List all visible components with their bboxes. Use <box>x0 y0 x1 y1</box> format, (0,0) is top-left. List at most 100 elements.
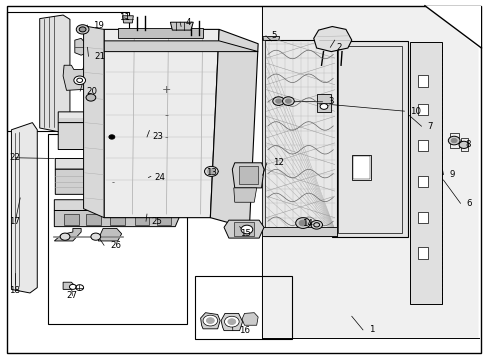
Bar <box>48 134 187 324</box>
Text: 22: 22 <box>9 153 20 162</box>
Text: 9: 9 <box>448 170 454 179</box>
Circle shape <box>91 233 101 240</box>
Polygon shape <box>170 22 193 30</box>
Text: 10: 10 <box>409 107 421 116</box>
Circle shape <box>69 284 76 289</box>
Polygon shape <box>232 163 264 188</box>
Polygon shape <box>233 188 256 202</box>
Polygon shape <box>40 15 70 133</box>
Circle shape <box>207 168 215 174</box>
Text: 27: 27 <box>66 291 78 300</box>
Polygon shape <box>261 40 264 235</box>
Circle shape <box>447 136 459 145</box>
Bar <box>86 214 101 225</box>
Polygon shape <box>11 123 37 293</box>
Bar <box>417 140 427 151</box>
Text: 25: 25 <box>152 217 163 226</box>
Text: 17: 17 <box>9 217 20 226</box>
Text: 1: 1 <box>368 325 374 334</box>
Text: 15: 15 <box>239 229 250 238</box>
Circle shape <box>206 318 214 323</box>
Polygon shape <box>200 313 220 329</box>
Text: 12: 12 <box>272 158 283 167</box>
Circle shape <box>86 94 96 101</box>
Circle shape <box>320 104 327 109</box>
Text: 5: 5 <box>271 31 277 40</box>
Polygon shape <box>58 123 161 149</box>
Polygon shape <box>83 26 104 218</box>
Polygon shape <box>313 27 351 51</box>
Text: 14: 14 <box>302 219 312 228</box>
Text: 6: 6 <box>466 199 471 208</box>
Text: 20: 20 <box>86 86 97 95</box>
Bar <box>135 214 149 225</box>
Bar <box>449 134 458 148</box>
Circle shape <box>224 316 239 327</box>
Text: +: + <box>162 85 171 95</box>
Text: 7: 7 <box>427 122 432 131</box>
Text: 4: 4 <box>185 18 191 27</box>
Text: 23: 23 <box>153 132 163 141</box>
Circle shape <box>285 99 291 103</box>
Circle shape <box>310 221 322 229</box>
Polygon shape <box>98 228 122 241</box>
Circle shape <box>241 225 252 234</box>
Polygon shape <box>55 169 181 194</box>
Circle shape <box>295 218 310 228</box>
Text: 16: 16 <box>238 326 249 335</box>
Polygon shape <box>210 30 258 228</box>
Circle shape <box>227 319 235 324</box>
Text: 2: 2 <box>335 43 341 52</box>
Bar <box>331 41 407 237</box>
Text: 21: 21 <box>94 52 105 61</box>
Circle shape <box>203 315 217 326</box>
Circle shape <box>458 141 468 148</box>
Circle shape <box>204 166 218 176</box>
Polygon shape <box>261 227 336 235</box>
Polygon shape <box>104 30 219 218</box>
Polygon shape <box>221 314 242 330</box>
Bar <box>6 12 129 131</box>
Polygon shape <box>58 112 161 123</box>
Polygon shape <box>63 65 101 90</box>
Text: 3: 3 <box>328 97 333 106</box>
Text: -: - <box>111 178 114 187</box>
Bar <box>417 212 427 223</box>
Polygon shape <box>54 200 182 211</box>
Polygon shape <box>424 6 481 48</box>
Circle shape <box>450 138 456 143</box>
Text: 26: 26 <box>110 241 121 250</box>
Bar <box>352 156 369 179</box>
Bar <box>460 138 467 151</box>
Polygon shape <box>54 228 81 241</box>
Text: 13: 13 <box>206 168 217 177</box>
Polygon shape <box>122 16 133 23</box>
Bar <box>64 214 79 225</box>
Bar <box>417 104 427 116</box>
Circle shape <box>282 97 294 105</box>
Polygon shape <box>157 117 175 149</box>
Text: 11: 11 <box>119 13 129 22</box>
Bar <box>417 247 427 259</box>
Bar <box>264 40 336 235</box>
Bar <box>409 42 441 304</box>
Polygon shape <box>224 220 264 238</box>
Circle shape <box>79 27 86 32</box>
Text: 24: 24 <box>154 173 165 182</box>
Text: -: - <box>164 111 168 121</box>
Circle shape <box>275 99 281 103</box>
Bar <box>118 28 203 39</box>
Circle shape <box>74 76 85 85</box>
Text: 18: 18 <box>9 286 20 295</box>
Bar <box>351 155 370 180</box>
Circle shape <box>272 97 284 105</box>
Bar <box>110 214 125 225</box>
Bar <box>194 276 292 338</box>
Polygon shape <box>263 37 279 45</box>
Bar <box>337 45 401 233</box>
Polygon shape <box>75 39 87 55</box>
Bar <box>316 94 330 112</box>
Bar <box>238 166 258 184</box>
Circle shape <box>109 135 115 139</box>
Bar <box>417 75 427 87</box>
